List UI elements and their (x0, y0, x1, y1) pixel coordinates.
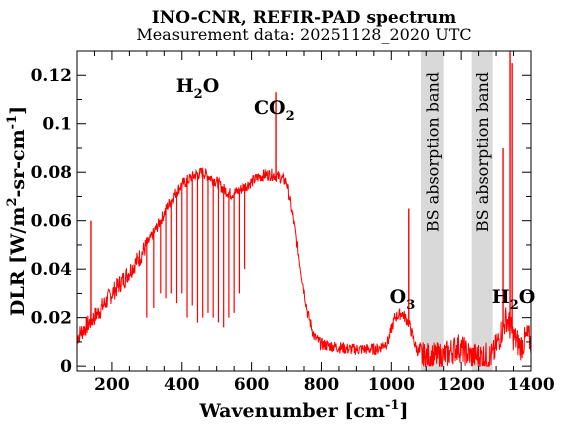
annotation-main: O (390, 286, 407, 308)
y-tick-label: 0 (60, 357, 72, 377)
y-axis-label-b: -sr-cm (7, 129, 29, 197)
y-tick-label: 0.04 (31, 260, 73, 280)
annotation-main: H (176, 75, 194, 97)
x-tick-label: 1000 (368, 375, 415, 395)
x-tick-label: 1400 (507, 375, 554, 395)
y-tick-label: 0.12 (31, 66, 72, 86)
chart-subtitle: Measurement data: 20251128_2020 UTC (136, 25, 471, 44)
annotation-sub: 2 (286, 109, 295, 124)
x-axis-label-tail: ] (399, 400, 408, 422)
x-tick-label: 400 (164, 375, 200, 395)
annotation-tail: O (519, 286, 536, 308)
absorption-band (471, 51, 493, 371)
annotation-sub: 2 (510, 298, 519, 313)
annotation-main: H (492, 286, 510, 308)
y-axis-label: DLR [W/m2-sr-cm-1] (5, 106, 29, 316)
x-axis-label-sup: -1 (385, 398, 399, 413)
x-axis-label-main: Wavenumber [cm (199, 400, 386, 422)
annotation-sub: 3 (406, 298, 415, 313)
x-tick-label: 200 (94, 375, 130, 395)
axes: 200 400 600 800 1000 1200 1400 0 0.02 0.04 0.06 0.0… (31, 50, 555, 395)
x-axis-label: Wavenumber [cm-1] (199, 398, 409, 422)
annotation-tail: O (203, 75, 220, 97)
annotation-sub: 2 (194, 87, 203, 102)
y-axis-label-sup2: -1 (5, 115, 20, 129)
y-tick-label: 0.08 (31, 163, 72, 183)
series-layer (76, 51, 532, 368)
absorption-bands: BS absorption band BS absorption band (420, 51, 493, 371)
x-tick-label: 1200 (437, 375, 484, 395)
y-tick-label: 0.1 (42, 115, 72, 135)
y-tick-label: 0.06 (31, 212, 72, 232)
band-label: BS absorption band (423, 72, 442, 232)
absorption-band (420, 51, 444, 371)
annotation: CO2 (254, 97, 295, 124)
x-tick-label: 600 (234, 375, 270, 395)
plot-frame (76, 50, 532, 372)
annotation-main: CO (254, 97, 286, 119)
chart-title: INO-CNR, REFIR-PAD spectrum (152, 8, 456, 28)
band-label: BS absorption band (473, 72, 492, 232)
y-axis-label-sup1: 2 (5, 197, 20, 206)
spectrum-line (76, 167, 532, 368)
x-tick-label: 800 (304, 375, 340, 395)
annotation: O3 (390, 286, 416, 313)
annotation: H2O (176, 75, 220, 102)
y-tick-label: 0.02 (31, 309, 72, 329)
annotation: H2O (492, 286, 536, 313)
y-axis-label-c: ] (7, 106, 29, 115)
y-axis-label-a: DLR [W/m (7, 207, 29, 317)
